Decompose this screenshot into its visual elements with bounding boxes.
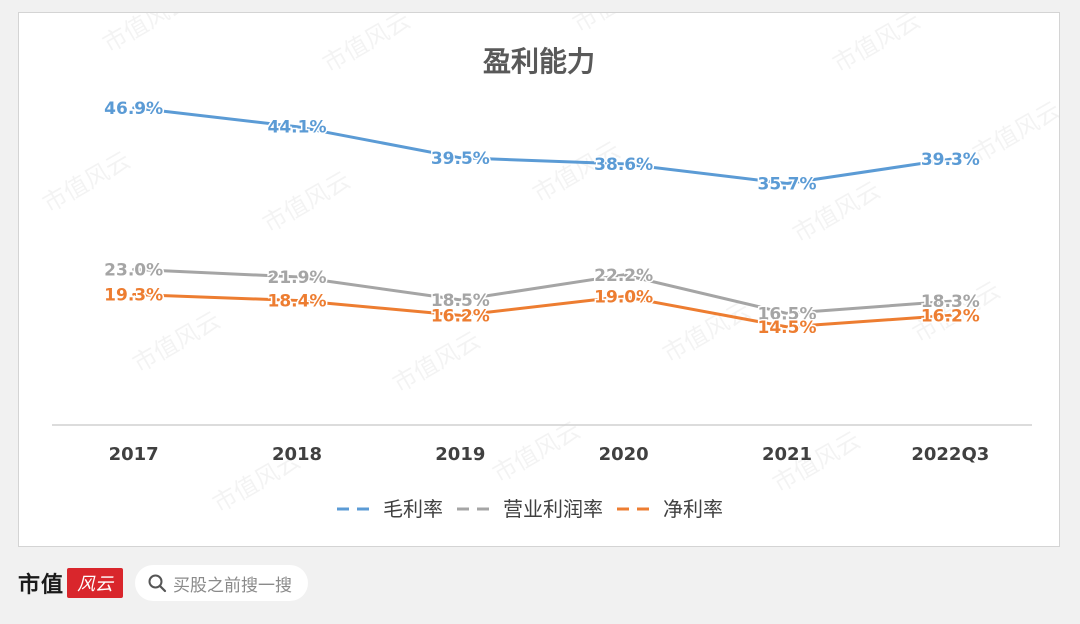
- chart-title: 盈利能力: [483, 45, 595, 78]
- data-label: 23.0%: [104, 260, 163, 280]
- series-line-1: [132, 267, 952, 315]
- search-box[interactable]: 买股之前搜一搜: [135, 565, 309, 601]
- logo-text: 市值: [18, 572, 65, 598]
- legend-label: 毛利率: [383, 497, 443, 521]
- data-label: 18.3%: [921, 292, 980, 312]
- line-chart: 市值风云市值风云市值风云市值风云市值风云市值风云市值风云市值风云市值风云市值风云…: [38, 13, 1059, 521]
- data-label: 16.5%: [758, 304, 817, 324]
- x-tick-label: 2021: [762, 444, 812, 465]
- brand-logo[interactable]: 市值 风云: [18, 567, 124, 599]
- x-tick-label: 2020: [599, 444, 649, 465]
- data-label: 22.2%: [594, 266, 653, 286]
- legend-label: 净利率: [663, 497, 723, 521]
- data-label: 19.0%: [594, 287, 653, 307]
- chart-card: 市值风云市值风云市值风云市值风云市值风云市值风云市值风云市值风云市值风云市值风云…: [18, 12, 1060, 547]
- data-label: 38.6%: [594, 155, 653, 175]
- search-placeholder: 买股之前搜一搜: [173, 575, 293, 596]
- data-label: 14.5%: [758, 318, 817, 338]
- x-tick-label: 2017: [109, 444, 159, 465]
- data-label: 44.1%: [268, 118, 327, 138]
- data-label: 18.5%: [431, 291, 490, 311]
- data-label: 16.2%: [921, 306, 980, 326]
- data-label: 35.7%: [758, 175, 817, 195]
- data-label: 39.5%: [431, 149, 490, 169]
- data-label: 21.9%: [268, 268, 327, 288]
- data-label: 16.2%: [431, 306, 490, 326]
- data-label: 46.9%: [104, 99, 163, 119]
- series-line-0: [132, 106, 952, 185]
- legend-label: 营业利润率: [503, 497, 603, 521]
- data-label: 39.3%: [921, 150, 980, 170]
- x-tick-label: 2019: [435, 444, 485, 465]
- footer-bar: 市值 风云 买股之前搜一搜: [18, 563, 309, 603]
- data-label: 18.4%: [268, 292, 327, 312]
- data-label: 19.3%: [104, 285, 163, 305]
- x-tick-label: 2022Q3: [911, 444, 989, 465]
- search-icon: [148, 574, 167, 593]
- series-line-2: [132, 293, 952, 329]
- logo-seal: 风云: [67, 568, 124, 598]
- x-tick-label: 2018: [272, 444, 322, 465]
